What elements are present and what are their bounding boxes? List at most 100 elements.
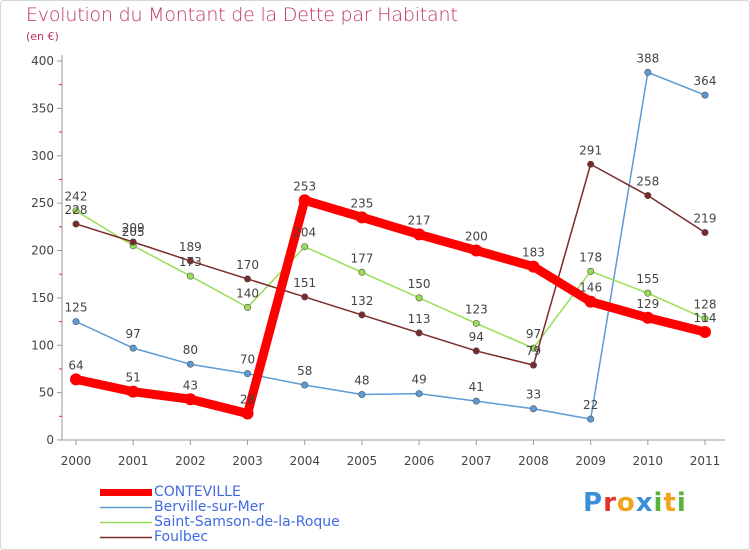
data-point (186, 360, 194, 368)
data-point (358, 391, 366, 399)
legend: CONTEVILLE Berville-sur-Mer Saint-Samson… (100, 485, 340, 545)
data-point (127, 385, 140, 398)
y-tick-label: 50 (39, 386, 54, 400)
data-point (415, 390, 423, 398)
data-point (298, 194, 311, 207)
data-point (301, 293, 309, 301)
x-tick-label: 2004 (289, 454, 320, 468)
data-label: 140 (236, 286, 259, 300)
data-point (701, 228, 709, 236)
logo-letter: t (663, 488, 677, 518)
legend-label: Saint-Samson-de-la-Roque (154, 514, 340, 530)
data-label: 151 (293, 276, 316, 290)
data-label: 49 (411, 373, 426, 387)
data-point (644, 68, 652, 76)
data-label: 48 (354, 374, 369, 388)
data-label: 64 (68, 358, 83, 372)
x-tick-label: 2010 (633, 454, 664, 468)
data-label: 150 (408, 277, 431, 291)
x-tick-label: 2008 (518, 454, 549, 468)
data-label: 146 (579, 281, 602, 295)
data-label: 291 (579, 143, 602, 157)
data-label: 364 (694, 74, 717, 88)
data-point (301, 381, 309, 389)
data-point (301, 243, 309, 251)
data-point (184, 393, 197, 406)
y-tick-label: 200 (31, 244, 54, 258)
data-point (358, 268, 366, 276)
data-label: 205 (122, 225, 145, 239)
data-label: 43 (183, 378, 198, 392)
data-label: 97 (126, 327, 141, 341)
data-label: 219 (694, 211, 717, 225)
y-tick-label: 250 (31, 196, 54, 210)
legend-swatch (100, 506, 152, 509)
data-point (186, 257, 194, 265)
data-label: 28 (240, 392, 255, 406)
y-tick-label: 400 (31, 54, 54, 68)
data-label: 155 (636, 272, 659, 286)
data-point (529, 405, 537, 413)
data-point (587, 415, 595, 423)
x-tick-label: 2001 (118, 454, 149, 468)
legend-item: Foulbec (100, 530, 340, 545)
data-label: 22 (583, 398, 598, 412)
data-point (72, 207, 80, 215)
data-label: 94 (469, 330, 484, 344)
logo-letter: P (583, 488, 604, 518)
data-label: 170 (236, 258, 259, 272)
data-label: 128 (694, 298, 717, 312)
data-point (529, 344, 537, 352)
data-point (587, 160, 595, 168)
data-point (701, 315, 709, 323)
data-point (472, 347, 480, 355)
data-point (244, 370, 252, 378)
data-label: 79 (526, 344, 541, 358)
data-point (72, 220, 80, 228)
data-labels: 64 51 43 28 253 235 217 200 183 146 129 114 125 97 80 7… (65, 51, 717, 412)
data-label: 228 (65, 203, 88, 217)
series-line (75, 163, 706, 366)
data-point (529, 361, 537, 369)
data-label: 123 (465, 302, 488, 316)
logo-letter: o (616, 488, 636, 518)
data-point (413, 228, 426, 241)
data-point (699, 325, 711, 338)
proxiti-logo: Proxiti (583, 488, 687, 518)
data-label: 113 (408, 312, 431, 326)
data-point (72, 318, 80, 326)
x-tick-label: 2007 (461, 454, 492, 468)
data-label: 204 (293, 226, 316, 240)
x-tick-label: 2000 (61, 454, 92, 468)
x-tick-label: 2009 (575, 454, 606, 468)
data-point (358, 311, 366, 319)
data-label: 209 (122, 221, 145, 235)
data-label: 41 (469, 380, 484, 394)
data-point (415, 329, 423, 337)
data-label: 70 (240, 353, 255, 367)
legend-label: CONTEVILLE (154, 484, 241, 500)
x-tick-label: 2003 (232, 454, 263, 468)
y-tick-label: 100 (31, 338, 54, 352)
y-tick-label: 150 (31, 291, 54, 305)
data-label: 189 (179, 240, 202, 254)
data-label: 253 (293, 179, 316, 193)
data-label: 132 (350, 294, 373, 308)
data-label: 177 (350, 251, 373, 265)
y-tick-label: 350 (31, 101, 54, 115)
logo-letter: i (653, 488, 664, 518)
legend-label: Berville-sur-Mer (154, 499, 265, 515)
data-label: 114 (694, 311, 717, 325)
data-point (472, 319, 480, 327)
chart-title: Evolution du Montant de la Dette par Hab… (26, 4, 458, 26)
logo-letter: x (635, 488, 654, 518)
data-label: 200 (465, 230, 488, 244)
data-label: 173 (179, 255, 202, 269)
data-point (244, 303, 252, 311)
logo-letter: i (676, 488, 687, 518)
legend-swatch (100, 489, 152, 496)
data-label: 97 (526, 327, 541, 341)
legend-swatch (100, 521, 152, 524)
